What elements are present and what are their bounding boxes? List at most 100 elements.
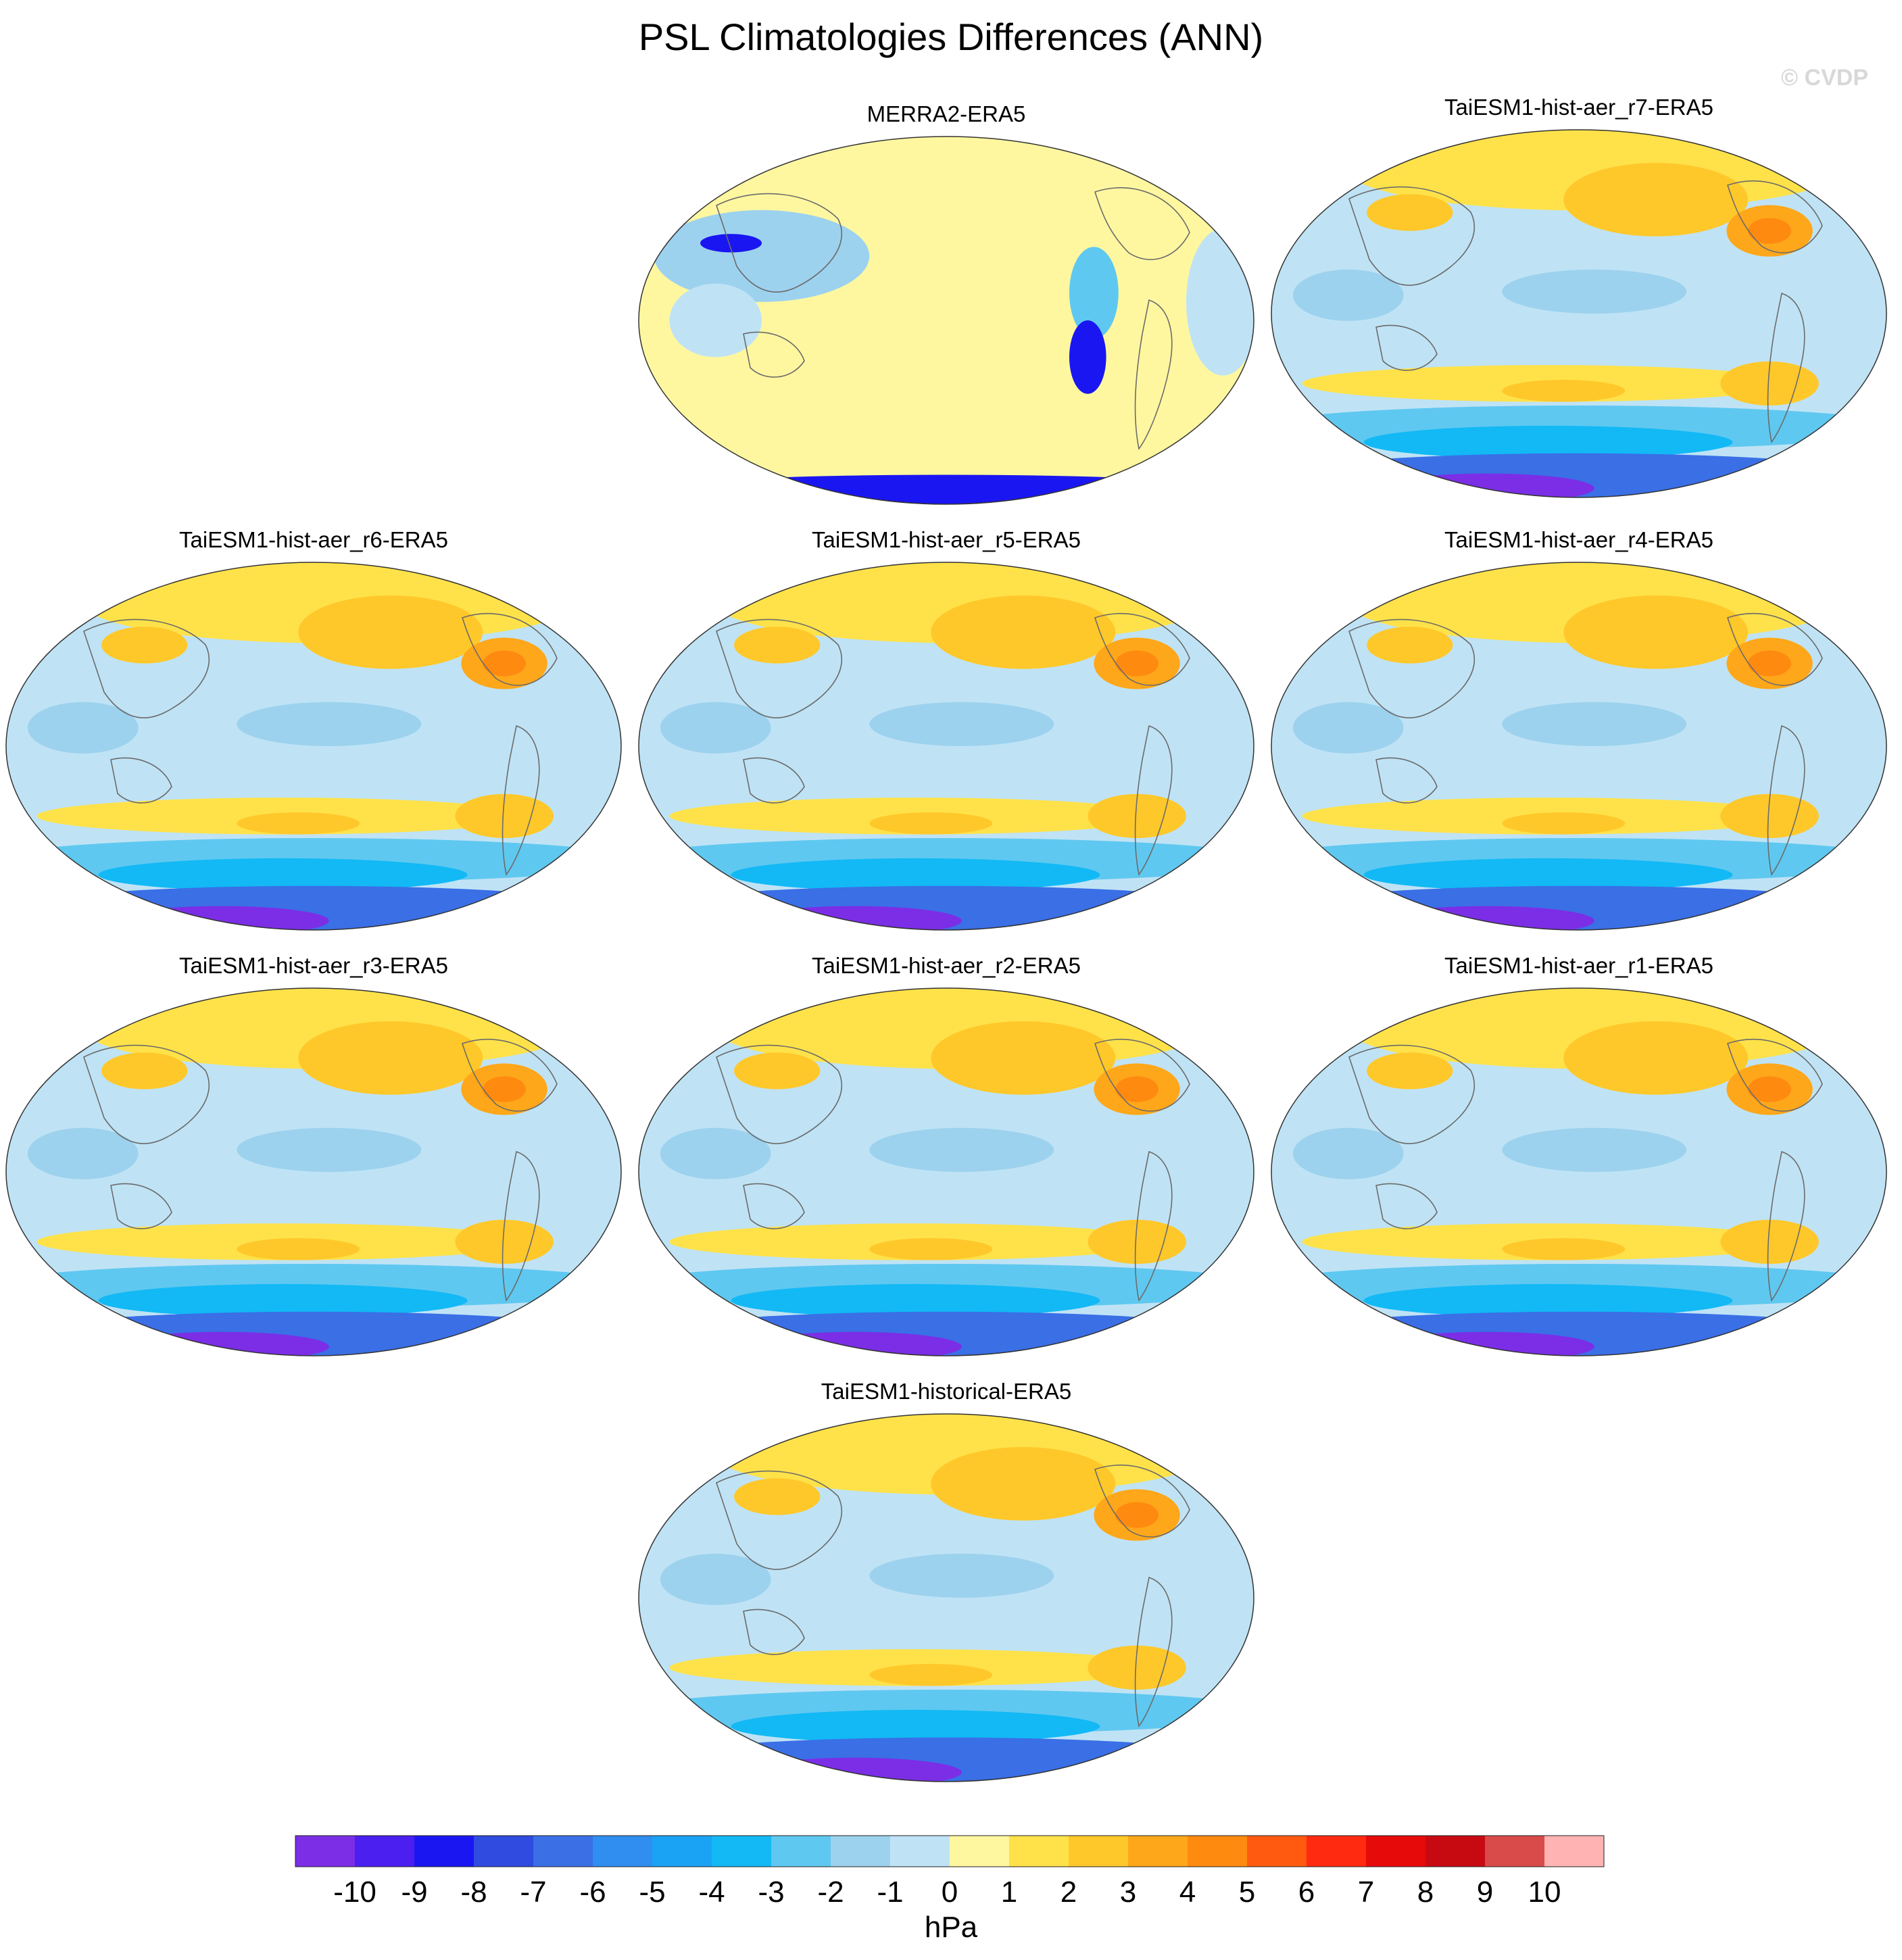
contour-region: [1115, 650, 1159, 677]
colorbar-tick-label: -5: [639, 1876, 665, 1909]
contour-region: [931, 1021, 1116, 1095]
contour-region: [1069, 320, 1106, 394]
coastline: [461, 1038, 558, 1112]
panel-title: MERRA2-ERA5: [867, 101, 1026, 126]
coastline: [1134, 725, 1173, 876]
colorbar-tick-label: 4: [1179, 1876, 1196, 1909]
watermark: © CVDP: [1781, 65, 1868, 91]
colorbar-segment: [1425, 1836, 1485, 1867]
contour-region: [700, 234, 762, 253]
contour-region: [455, 793, 554, 838]
map-plot: [1271, 129, 1887, 498]
colorbar-tick-label: -2: [817, 1876, 844, 1909]
contour-region: [1502, 1238, 1626, 1260]
contour-region: [237, 1127, 422, 1172]
colorbar-segment: [1188, 1836, 1247, 1867]
colorbar-segment: [355, 1836, 414, 1867]
contour-region: [1502, 702, 1687, 746]
contour-region: [1115, 1502, 1159, 1528]
coastline: [1375, 757, 1438, 804]
contour-region: [237, 1238, 360, 1260]
map-plot: [5, 987, 622, 1356]
contour-region: [1363, 858, 1733, 891]
coastline: [1375, 324, 1438, 371]
colorbar-tick-label: -1: [877, 1876, 903, 1909]
map-panel: TaiESM1-hist-aer_r4-ERA5: [1268, 527, 1890, 960]
contour-region: [101, 1052, 188, 1089]
coastline: [1726, 180, 1823, 253]
contour-region: [1379, 906, 1594, 930]
colorbar-segment: [414, 1836, 474, 1867]
colorbar-segment: [1307, 1836, 1366, 1867]
contour-region: [114, 1331, 329, 1356]
contour-region: [654, 210, 870, 302]
contour-region: [734, 627, 821, 664]
contour-region: [114, 906, 329, 930]
contour-region: [1720, 793, 1819, 838]
contour-region: [869, 1663, 993, 1686]
colorbar-segment: [474, 1836, 533, 1867]
map-border: [1271, 562, 1887, 931]
colorbar-tick-label: 7: [1358, 1876, 1374, 1909]
colorbar-tick-label: -10: [333, 1876, 376, 1909]
colorbar-segment: [1366, 1836, 1425, 1867]
map-plot: [638, 1413, 1254, 1782]
coastline: [1767, 725, 1805, 876]
coastline: [743, 1609, 805, 1655]
panel-title: TaiESM1-hist-aer_r6-ERA5: [179, 527, 448, 552]
colorbar-segment: [1485, 1836, 1544, 1867]
contour-region: [1088, 1219, 1186, 1264]
contour-region: [98, 1283, 468, 1317]
contour-region: [483, 650, 526, 677]
coastline: [1094, 1038, 1190, 1112]
colorbar-segment: [890, 1836, 950, 1867]
contour-region: [869, 812, 993, 835]
contour-region: [1748, 650, 1791, 677]
contour-region: [1088, 1645, 1186, 1690]
coastline: [110, 1183, 172, 1229]
map-panel: TaiESM1-hist-aer_r2-ERA5: [635, 953, 1257, 1386]
map-border: [638, 1413, 1254, 1782]
colorbar-frame: [295, 1835, 1605, 1867]
coastline: [1094, 187, 1190, 260]
colorbar-segment: [1009, 1836, 1069, 1867]
colorbar-segment: [295, 1836, 355, 1867]
contour-region: [660, 1553, 771, 1605]
colorbar-tick-label: 10: [1528, 1876, 1561, 1909]
map-border: [638, 136, 1254, 505]
colorbar-tick-label: 2: [1060, 1876, 1077, 1909]
contour-region: [654, 474, 1239, 504]
contour-region: [734, 1478, 821, 1515]
coastline: [1767, 1150, 1805, 1302]
coastline: [716, 1044, 842, 1144]
coastline: [1726, 612, 1823, 686]
contour-region: [669, 283, 762, 358]
colorbar-segment: [533, 1836, 593, 1867]
colorbar-tick-label: 0: [942, 1876, 958, 1909]
coastline: [743, 1183, 805, 1229]
coastline: [1348, 186, 1475, 286]
panel-title: TaiESM1-hist-aer_r5-ERA5: [812, 527, 1081, 552]
page-title: PSL Climatologies Differences (ANN): [638, 16, 1264, 58]
map-border: [638, 562, 1254, 931]
contour-region: [746, 1757, 962, 1782]
coastline: [110, 757, 172, 804]
coastline: [1094, 1464, 1190, 1538]
coastline: [1134, 299, 1173, 450]
map-panel: TaiESM1-hist-aer_r7-ERA5: [1268, 95, 1890, 527]
coastline: [461, 612, 558, 686]
contour-region: [734, 1052, 821, 1089]
map-plot: [1271, 562, 1887, 931]
colorbar-segment: [712, 1836, 771, 1867]
map-plot: [1271, 987, 1887, 1356]
contour-region: [1292, 269, 1404, 321]
colorbar-segment: [652, 1836, 712, 1867]
map-panel: TaiESM1-historical-ERA5: [635, 1379, 1257, 1811]
map-panel: MERRA2-ERA5: [635, 101, 1257, 534]
coastline: [716, 193, 842, 293]
panel-title: TaiESM1-historical-ERA5: [821, 1379, 1072, 1404]
coastline: [1767, 292, 1805, 443]
colorbar-tick-label: 6: [1298, 1876, 1315, 1909]
contour-region: [746, 906, 962, 930]
panel-title: TaiESM1-hist-aer_r2-ERA5: [812, 953, 1081, 978]
